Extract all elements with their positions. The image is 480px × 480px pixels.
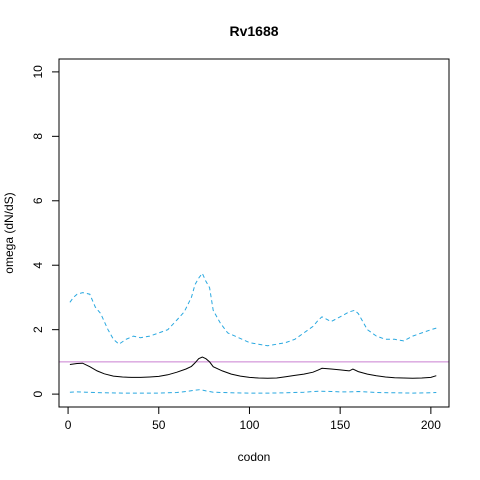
- x-tick-label: 0: [65, 418, 72, 432]
- x-tick-label: 150: [330, 418, 350, 432]
- y-tick-label: 0: [31, 390, 45, 397]
- x-axis: 0 50 100 150 200: [65, 406, 441, 432]
- upper-bound-line: [69, 272, 437, 347]
- y-tick-label: 2: [31, 326, 45, 333]
- y-tick-label: 10: [31, 65, 45, 79]
- lower-bound-line: [69, 389, 437, 394]
- chart-title: Rv1688: [229, 23, 278, 39]
- x-tick-label: 100: [239, 418, 259, 432]
- y-tick-label: 6: [31, 197, 45, 204]
- y-axis: 0 2 4 6 8 10: [31, 65, 60, 397]
- y-tick-label: 8: [31, 133, 45, 140]
- y-axis-label: omega (dN/dS): [2, 192, 16, 273]
- omega-estimate-line: [69, 356, 437, 379]
- x-axis-label: codon: [238, 450, 271, 464]
- x-tick-label: 50: [152, 418, 166, 432]
- x-tick-label: 200: [421, 418, 441, 432]
- y-tick-label: 4: [31, 262, 45, 269]
- series-layer: [59, 272, 449, 394]
